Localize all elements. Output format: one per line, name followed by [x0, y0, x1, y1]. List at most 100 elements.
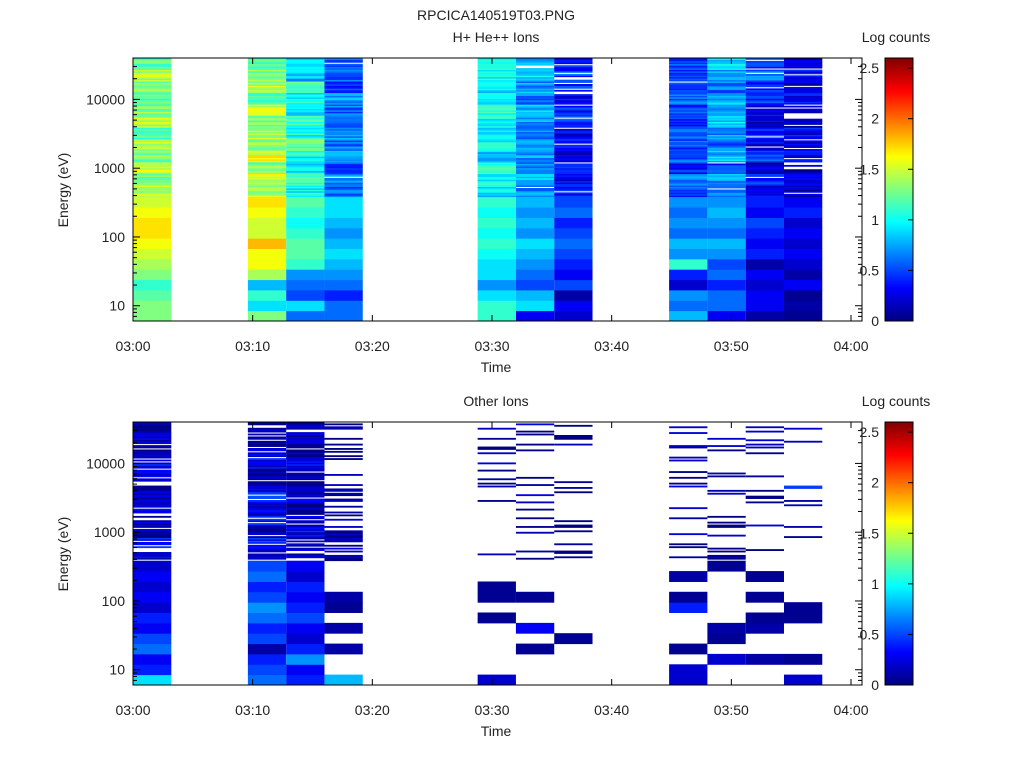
- heatmap-cell: [783, 137, 823, 140]
- heatmap-cell: [477, 94, 516, 96]
- heatmap-cell: [669, 76, 708, 79]
- heatmap-cell: [669, 546, 708, 549]
- x-axis-ticks: 03:00 03:10 03:20 03:30 03:40 03:50 04:00: [115, 422, 869, 718]
- heatmap-cell: [669, 63, 708, 66]
- heatmap-cell: [783, 207, 823, 218]
- heatmap-cell: [133, 73, 172, 76]
- heatmap-cell: [286, 75, 325, 78]
- heatmap-cell: [324, 539, 363, 541]
- heatmap-cell: [554, 79, 593, 82]
- heatmap-cell: [745, 182, 784, 185]
- heatmap-cell: [515, 143, 555, 146]
- heatmap-cell: [247, 549, 287, 551]
- heatmap-cell: [286, 521, 325, 524]
- colorbar-tick-label: 0.5: [860, 262, 880, 278]
- heatmap-cell: [707, 515, 746, 518]
- heatmap-cell: [324, 79, 363, 82]
- heatmap-cell: [515, 146, 555, 148]
- heatmap-cell: [707, 159, 746, 161]
- heatmap-cell: [477, 68, 516, 70]
- heatmap-cell: [477, 248, 516, 260]
- heatmap-cell: [286, 476, 325, 479]
- heatmap-cell: [133, 488, 172, 491]
- heatmap-cell: [515, 153, 555, 156]
- heatmap-cell: [133, 633, 172, 645]
- heatmap-cell: [286, 633, 325, 645]
- heatmap-cell: [669, 543, 708, 546]
- heatmap-cell: [133, 474, 172, 476]
- heatmap-cell: [554, 180, 593, 183]
- heatmap-cell: [515, 73, 555, 76]
- heatmap-cell: [324, 104, 363, 107]
- panel-other-ions: Other Ions Log counts 03:00 03:10 03:20 03:…: [55, 393, 930, 739]
- y-axis-label: Energy (eV): [55, 153, 71, 228]
- heatmap-cell: [286, 162, 325, 164]
- heatmap-cell: [324, 500, 363, 502]
- heatmap-cell: [554, 164, 593, 167]
- heatmap-cell: [515, 193, 555, 196]
- heatmap-cell: [515, 170, 555, 173]
- heatmap-cell: [247, 88, 287, 91]
- heatmap-cell: [515, 508, 555, 511]
- heatmap-cell: [324, 505, 363, 508]
- heatmap-cell: [707, 123, 746, 125]
- x-tick-label: 03:20: [355, 338, 390, 354]
- x-tick-label: 03:10: [235, 702, 270, 718]
- heatmap-cell: [133, 622, 172, 634]
- heatmap-cell: [286, 487, 325, 489]
- heatmap-cell: [324, 73, 363, 76]
- heatmap-cell: [247, 189, 287, 192]
- heatmap-cell: [745, 138, 784, 141]
- heatmap-cell: [477, 448, 516, 450]
- heatmap-cell: [707, 269, 746, 281]
- heatmap-cell: [247, 146, 287, 148]
- heatmap-cell: [324, 166, 363, 169]
- heatmap-cell: [324, 498, 363, 501]
- heatmap-cell: [133, 526, 172, 528]
- heatmap-cell: [707, 489, 746, 492]
- heatmap-cell: [286, 449, 325, 452]
- heatmap-cell: [783, 674, 823, 686]
- heatmap-cell: [707, 112, 746, 115]
- heatmap-cell: [286, 193, 325, 196]
- heatmap-cell: [554, 166, 593, 169]
- heatmap-cell: [324, 144, 363, 147]
- heatmap-cell: [286, 111, 325, 114]
- heatmap-cell: [247, 195, 287, 198]
- heatmap-cell: [515, 58, 555, 60]
- heatmap-cell: [669, 176, 708, 179]
- heatmap-cell: [286, 445, 325, 447]
- heatmap-cell: [247, 68, 287, 70]
- heatmap-cell: [133, 68, 172, 70]
- heatmap-cell: [515, 550, 555, 553]
- heatmap-cell: [286, 157, 325, 160]
- heatmap-cell: [286, 238, 325, 249]
- heatmap-cell: [707, 437, 746, 440]
- heatmap-cell: [286, 156, 325, 159]
- heatmap-cell: [554, 435, 593, 437]
- heatmap-cell: [247, 554, 287, 557]
- heatmap-cell: [669, 192, 708, 195]
- heatmap-cell: [133, 310, 172, 322]
- heatmap-cell: [477, 71, 516, 73]
- heatmap-cell: [133, 183, 172, 186]
- heatmap-cell: [515, 159, 555, 161]
- heatmap-cell: [247, 114, 287, 117]
- heatmap-cell: [133, 238, 172, 249]
- heatmap-cell: [324, 227, 363, 239]
- heatmap-cell: [247, 528, 287, 531]
- heatmap-cell: [515, 175, 555, 177]
- heatmap-cell: [324, 674, 363, 686]
- heatmap-cell: [783, 289, 823, 301]
- heatmap-cell: [324, 111, 363, 114]
- heatmap-cell: [247, 442, 287, 445]
- heatmap-cell: [286, 108, 325, 111]
- heatmap-cell: [477, 163, 516, 166]
- heatmap-cell: [286, 71, 325, 73]
- y-axis-label: Energy (eV): [55, 517, 71, 592]
- heatmap-cell: [133, 553, 172, 556]
- heatmap-cell: [745, 269, 784, 281]
- heatmap-cell: [286, 95, 325, 98]
- heatmap-cell: [477, 131, 516, 134]
- heatmap-cell: [324, 146, 363, 148]
